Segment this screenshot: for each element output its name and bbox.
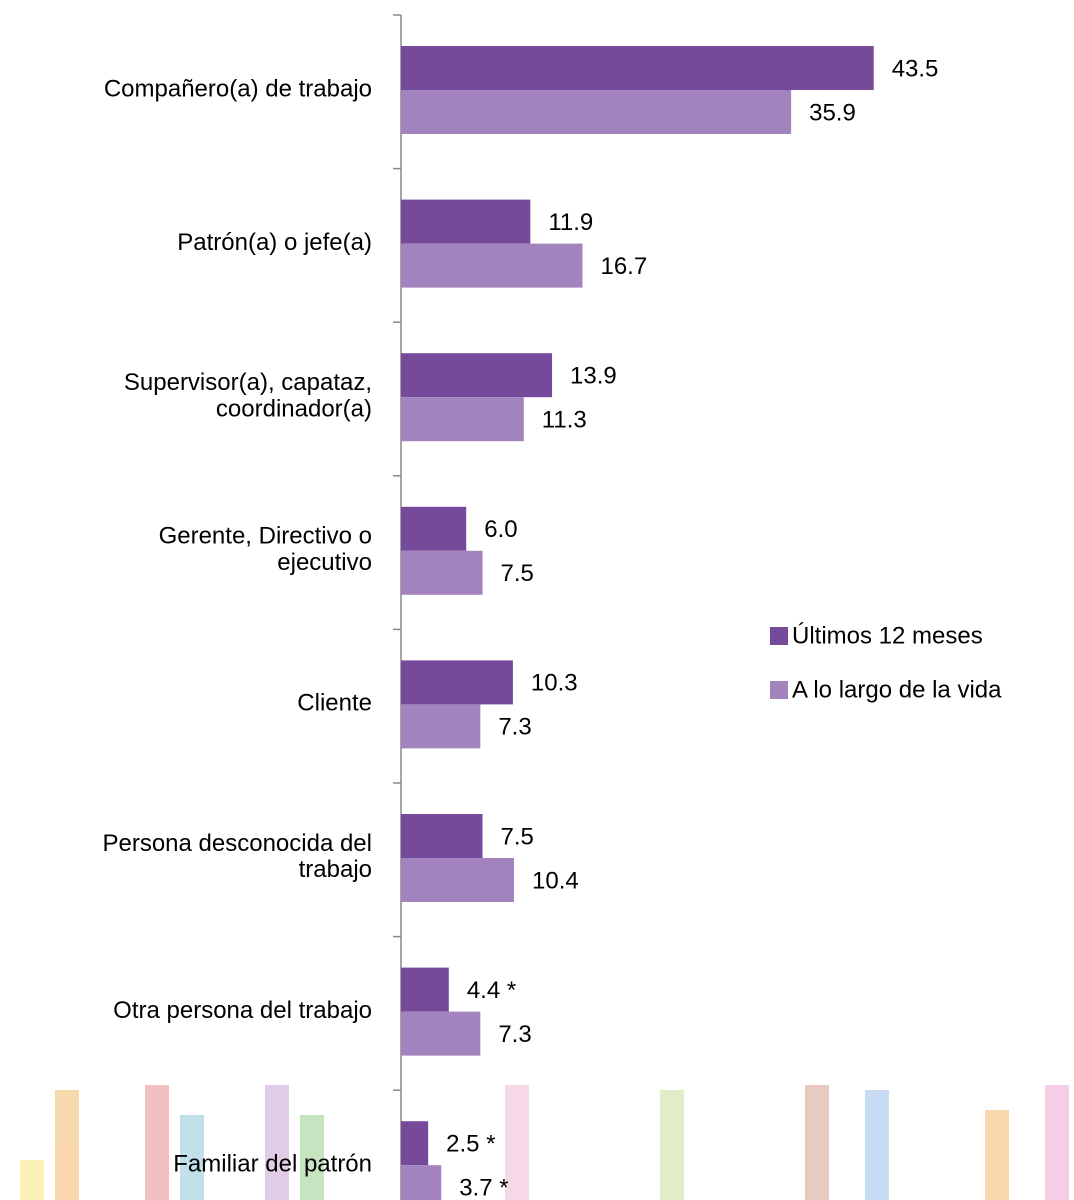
value-label: 7.3 xyxy=(498,1021,531,1048)
chart: Compañero(a) de trabajo 43.5 35.9 Patrón(a)… xyxy=(0,0,1074,1200)
value-label: 10.3 xyxy=(531,670,578,697)
value-label: 2.5 * xyxy=(446,1131,495,1158)
value-label: 4.4 * xyxy=(467,977,516,1004)
bar xyxy=(401,46,874,90)
value-label: 16.7 xyxy=(600,253,647,280)
value-label: 10.4 xyxy=(532,867,579,894)
legend-label: A lo largo de la vida xyxy=(792,676,1002,703)
value-label: 7.3 xyxy=(498,714,531,741)
bar xyxy=(401,90,791,134)
bar xyxy=(401,704,480,748)
value-label: 13.9 xyxy=(570,363,617,390)
bar xyxy=(401,200,530,244)
value-label: 11.3 xyxy=(542,407,587,434)
bar xyxy=(401,1121,428,1165)
value-label: 43.5 xyxy=(892,55,939,82)
bar xyxy=(401,397,524,441)
category-label: Otra persona del trabajo xyxy=(113,997,372,1024)
value-label: 35.9 xyxy=(809,99,856,126)
bar xyxy=(401,551,483,595)
bar xyxy=(401,507,466,551)
category-label: Familiar del patrón xyxy=(173,1151,372,1178)
bar xyxy=(401,660,513,704)
legend-label: Últimos 12 meses xyxy=(792,622,983,649)
legend-swatch xyxy=(770,681,788,699)
value-label: 6.0 xyxy=(484,516,517,543)
bar xyxy=(401,968,449,1012)
decoration xyxy=(20,1085,1069,1200)
bar xyxy=(401,1012,480,1056)
category-label: Patrón(a) o jefe(a) xyxy=(177,229,372,256)
category-label: Cliente xyxy=(297,690,372,717)
value-label: 3.7 * xyxy=(459,1175,508,1200)
bar xyxy=(401,1165,441,1200)
value-label: 7.5 xyxy=(501,823,534,850)
bar xyxy=(401,858,514,902)
bar xyxy=(401,244,582,288)
legend-swatch xyxy=(770,627,788,645)
value-label: 11.9 xyxy=(548,209,593,236)
bar xyxy=(401,353,552,397)
category-label: Supervisor(a), capataz,coordinador(a) xyxy=(124,369,372,422)
bar xyxy=(401,814,483,858)
value-label: 7.5 xyxy=(501,560,534,587)
category-label: Compañero(a) de trabajo xyxy=(104,75,372,102)
